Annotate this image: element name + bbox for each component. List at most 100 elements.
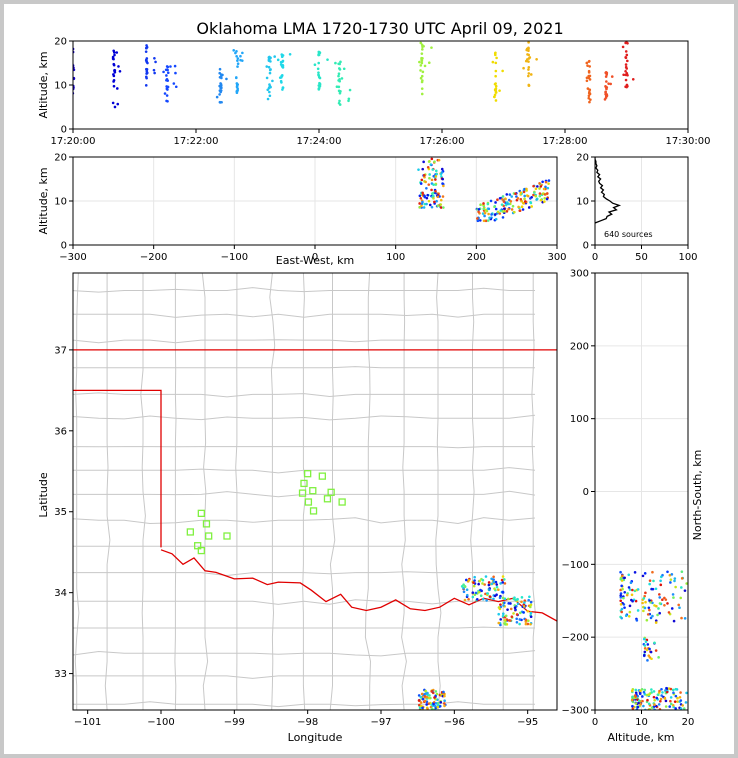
- eastwest-altitude-point: [489, 199, 493, 203]
- time-altitude-point: [232, 49, 236, 52]
- northsouth-altitude-point: [651, 614, 654, 618]
- eastwest-altitude-point: [501, 216, 505, 219]
- time-altitude-point: [420, 87, 424, 90]
- time-altitude-point: [271, 79, 274, 83]
- panel-altitude-northsouth: 0 10 20 −300 −200 −100 0 100 200 300 Altitude, k…: [562, 269, 704, 745]
- county-line: [73, 599, 535, 605]
- northsouth-altitude-point: [657, 607, 660, 610]
- eastwest-altitude-point: [434, 169, 438, 173]
- panel-altitude-time: 17:20:00 17:22:00 17:24:00 17:26:00 17:28:00…: [37, 37, 710, 148]
- time-altitude-point: [111, 101, 115, 105]
- time-altitude-point: [420, 59, 424, 63]
- northsouth-altitude-point: [636, 588, 640, 591]
- p5-y-tick-label: −200: [562, 633, 589, 644]
- eastwest-altitude-point: [418, 206, 422, 209]
- time-altitude-point: [144, 50, 148, 53]
- northsouth-altitude-point: [628, 610, 632, 614]
- northsouth-altitude-point: [634, 688, 638, 692]
- time-altitude-point: [339, 60, 342, 64]
- eastwest-altitude-point: [421, 167, 425, 171]
- plan-view-source-point: [471, 595, 475, 599]
- time-altitude-point: [235, 82, 239, 85]
- northsouth-altitude-point: [678, 696, 682, 699]
- p4-x-tick-label: −99: [224, 717, 245, 728]
- p4-xlabel: Longitude: [288, 731, 343, 744]
- p5-x-tick-label: 10: [635, 717, 648, 728]
- time-altitude-point: [529, 73, 533, 76]
- northsouth-altitude-point: [659, 699, 662, 703]
- time-altitude-point: [624, 63, 628, 66]
- county-line: [73, 313, 535, 318]
- county-line: [73, 675, 535, 679]
- lma-station-marker: [223, 532, 231, 540]
- eastwest-altitude-point: [543, 197, 547, 200]
- plan-view-source-point: [488, 588, 491, 591]
- eastwest-altitude-point: [483, 211, 487, 215]
- time-altitude-point: [338, 99, 341, 103]
- northsouth-altitude-point: [663, 604, 666, 607]
- eastwest-altitude-point: [490, 213, 493, 216]
- northsouth-altitude-point: [636, 609, 640, 612]
- northsouth-altitude-point: [653, 698, 656, 702]
- p3-x-tick-label: 0: [592, 252, 598, 263]
- county-line: [201, 273, 209, 710]
- northsouth-altitude-point: [659, 579, 662, 583]
- time-altitude-point: [624, 69, 627, 73]
- time-altitude-point: [585, 79, 589, 83]
- northsouth-altitude-point: [647, 702, 651, 706]
- plan-view-source-point: [523, 599, 527, 602]
- time-altitude-point: [317, 71, 320, 74]
- time-altitude-point: [280, 55, 284, 59]
- p4-ylabel: Latitude: [37, 472, 50, 518]
- northsouth-altitude-point: [639, 702, 642, 706]
- northsouth-altitude-point: [625, 593, 629, 597]
- northsouth-altitude-point: [649, 601, 652, 604]
- time-altitude-point: [420, 80, 424, 84]
- p5-x-tick-label: 20: [682, 717, 695, 728]
- time-altitude-point: [268, 83, 271, 86]
- time-altitude-point: [318, 50, 321, 54]
- time-altitude-point: [585, 76, 589, 80]
- plan-view-source-point: [428, 694, 431, 697]
- time-altitude-point: [421, 57, 424, 60]
- lma-station-marker: [202, 520, 211, 528]
- time-altitude-point: [625, 53, 629, 57]
- time-altitude-point: [116, 102, 120, 106]
- p5-y-tick-label: 100: [570, 414, 589, 425]
- northsouth-altitude-point: [636, 705, 640, 709]
- plan-view-source-point: [501, 614, 505, 618]
- plan-view-source-point: [524, 622, 528, 626]
- time-altitude-point: [219, 84, 223, 87]
- northsouth-altitude-point: [650, 706, 654, 709]
- northsouth-altitude-point: [672, 596, 675, 599]
- plan-view-source-point: [486, 592, 490, 595]
- plan-view-source-point: [492, 575, 495, 579]
- county-line: [73, 366, 535, 369]
- lma-station-marker: [338, 498, 346, 506]
- time-altitude-point: [524, 59, 528, 63]
- time-altitude-point: [115, 51, 119, 54]
- time-altitude-point: [604, 93, 608, 97]
- eastwest-altitude-point: [523, 197, 526, 201]
- northsouth-altitude-point: [679, 699, 683, 702]
- lma-figure: Oklahoma LMA 1720-1730 UTC April 09, 202…: [37, 19, 710, 745]
- plan-view-source-point: [501, 590, 505, 594]
- time-altitude-point: [625, 85, 628, 89]
- northsouth-altitude-point: [674, 687, 678, 691]
- time-altitude-point: [317, 73, 320, 77]
- time-altitude-point: [342, 67, 346, 71]
- northsouth-altitude-point: [653, 641, 656, 645]
- time-altitude-point: [116, 87, 119, 90]
- northsouth-altitude-point: [668, 705, 671, 708]
- plan-view-source-point: [481, 578, 485, 582]
- time-altitude-point: [493, 93, 497, 97]
- time-altitude-point: [609, 82, 612, 86]
- p5-y-tick-label: 0: [583, 487, 589, 498]
- northsouth-altitude-point: [685, 582, 688, 585]
- northsouth-altitude-point: [673, 579, 676, 583]
- eastwest-altitude-point: [526, 194, 530, 198]
- plan-view-source-point: [423, 694, 427, 698]
- eastwest-altitude-point: [436, 204, 440, 208]
- northsouth-altitude-point: [672, 619, 676, 623]
- county-line: [235, 273, 238, 710]
